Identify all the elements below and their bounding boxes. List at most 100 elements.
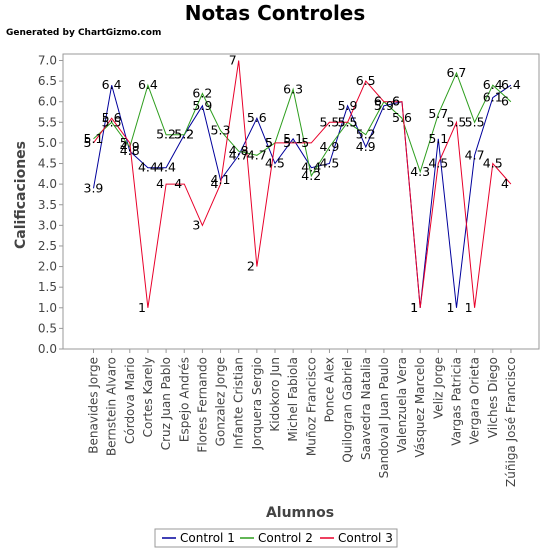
data-label: 6	[392, 94, 400, 109]
y-tick-label: 2.5	[38, 239, 57, 253]
legend-label: Control 1	[180, 531, 235, 545]
data-label: 4.9	[319, 139, 339, 154]
legend: Control 1 Control 2 Control 3	[154, 528, 398, 548]
data-label: 5.2	[356, 127, 376, 142]
data-label: 4.4	[301, 160, 321, 175]
data-label: 5	[120, 135, 128, 150]
y-tick-label: 6.5	[38, 74, 57, 88]
data-label: 2	[247, 259, 255, 274]
x-tick-label: Quilogran Gabriel	[341, 357, 355, 463]
y-axis: 0.0 0.5 1.0 1.5 2.0 2.5 3.0 3.5 4.0 4.5 5.0 5.5 6.0 6…	[38, 54, 63, 356]
series-lines	[93, 60, 512, 308]
y-tick-label: 5.0	[38, 136, 57, 150]
data-label: 5.5	[338, 114, 358, 129]
data-label: 5.6	[102, 110, 122, 125]
data-label: 4.3	[410, 164, 430, 179]
x-tick-label: Veliz Jorge	[431, 357, 445, 419]
data-label: 5.1	[84, 131, 104, 146]
data-label: 5.5	[102, 114, 122, 129]
y-tick-label: 4.5	[38, 157, 57, 171]
data-label: 7	[229, 53, 237, 68]
data-label: 4.5	[428, 156, 448, 171]
data-label: 5.7	[428, 106, 448, 121]
data-label: 6.4	[483, 77, 503, 92]
data-label: 4.7	[247, 147, 267, 162]
x-tick-label: Vargas Patricia	[450, 357, 464, 446]
legend-box	[154, 528, 398, 548]
y-tick-label: 0.0	[38, 342, 57, 356]
plot-area	[62, 53, 540, 350]
series-line-1	[93, 84, 512, 308]
x-tick-label: Gonzalez Jorge	[214, 357, 228, 446]
data-label: 1	[465, 300, 473, 315]
data-label: 4.8	[229, 143, 249, 158]
y-tick-label: 1.5	[38, 280, 57, 294]
x-tick-label: Vilches Diego	[486, 357, 500, 438]
data-label: 5	[301, 135, 309, 150]
data-label: 5	[265, 135, 273, 150]
x-tick-label: Espejo Andrés	[177, 357, 191, 442]
x-tick-label: Michel Fabiola	[286, 357, 300, 442]
x-tick-label: Vergara Orieta	[468, 357, 482, 445]
x-tick-label: Muñoz Francisco	[304, 357, 318, 456]
y-axis-label: Calificaciones	[13, 141, 29, 249]
x-axis-label: Alumnos	[266, 505, 334, 521]
data-label: 6	[501, 94, 509, 109]
x-tick-label: Benavides Jorge	[87, 357, 101, 454]
data-label: 4	[211, 176, 219, 191]
data-label: 5.2	[174, 127, 194, 142]
y-tick-label: 4.0	[38, 177, 57, 191]
data-label: 5.1	[428, 131, 448, 146]
y-tick-label: 6.0	[38, 95, 57, 109]
data-label: 4.9	[356, 139, 376, 154]
x-tick-label: Jorquera Sergio	[250, 357, 264, 450]
data-label: 5.6	[247, 110, 267, 125]
data-label: 4.5	[483, 156, 503, 171]
data-label: 6.5	[356, 73, 376, 88]
y-tick-label: 5.5	[38, 115, 57, 129]
data-label: 4	[501, 176, 509, 191]
data-label: 4.4	[156, 160, 176, 175]
x-tick-label: Cortes Karely	[141, 357, 155, 437]
data-label: 4	[174, 176, 182, 191]
x-tick-label: Infante Cristian	[232, 357, 246, 449]
data-label: 4.7	[229, 147, 249, 162]
data-label: 6.4	[501, 77, 521, 92]
series-line-2	[93, 71, 512, 178]
x-tick-label: Sandoval Juan Paulo	[377, 357, 391, 478]
data-label: 5.9	[338, 98, 358, 113]
x-tick-label: Saavedra Natalia	[359, 357, 373, 460]
x-tick-label: Kidokoro Jun	[268, 357, 282, 432]
x-tick-label: Valenzuela Vera	[395, 357, 409, 453]
data-label: 6	[374, 94, 382, 109]
data-label: 5.5	[447, 114, 467, 129]
series-line-3	[93, 60, 512, 308]
data-label: 5.9	[374, 98, 394, 113]
chart-title: Notas Controles	[185, 1, 366, 25]
x-tick-label: Bernstein Alvaro	[105, 357, 119, 456]
x-tick-label: Ponce Alex	[322, 357, 336, 422]
x-tick-label: Zúñiga José Francisco	[504, 357, 518, 487]
data-label: 4.4	[138, 160, 158, 175]
data-label: 6	[374, 94, 382, 109]
x-axis: Benavides Jorge Bernstein Alvaro Córdova M…	[87, 349, 518, 487]
y-tick-label: 2.0	[38, 260, 57, 274]
data-label: 3	[192, 217, 200, 232]
y-tick-label: 3.0	[38, 218, 57, 232]
legend-label: Control 3	[338, 531, 393, 545]
data-label: 1	[410, 300, 418, 315]
y-tick-label: 3.5	[38, 198, 57, 212]
x-tick-label: Córdova Mario	[123, 357, 137, 444]
y-tick-label: 0.5	[38, 321, 57, 335]
data-label: 5.3	[211, 123, 231, 138]
data-label: 4	[156, 176, 164, 191]
data-label: 1	[447, 300, 455, 315]
data-label: 6	[392, 94, 400, 109]
data-label: 5.9	[192, 98, 212, 113]
x-tick-label: Vásquez Marcelo	[413, 357, 427, 458]
legend-label: Control 2	[258, 531, 313, 545]
data-label: 5.2	[156, 127, 176, 142]
data-label: 5	[84, 135, 92, 150]
data-label: 4.2	[301, 168, 321, 183]
